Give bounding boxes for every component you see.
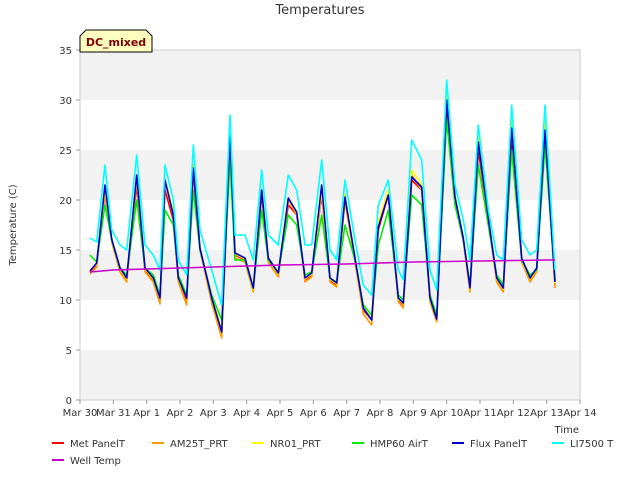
y-tick-label: 25	[59, 146, 72, 157]
site-badge: DC_mixed	[79, 29, 153, 53]
series-lines	[89, 79, 556, 339]
y-tick-label: 30	[59, 96, 72, 107]
legend-label-well-temp: Well Temp	[70, 456, 121, 467]
y-axis-ticks: 0 5 10 15 20 25 30 35	[59, 46, 80, 407]
legend-label-li7500-t: LI7500 T	[570, 439, 614, 450]
series-line-flux-panelt	[89, 99, 556, 333]
y-tick-label: 0	[66, 396, 72, 407]
x-tick-label: Apr 8	[367, 408, 394, 419]
y-axis-label: Temperature (C)	[8, 184, 19, 266]
y-tick-label: 15	[59, 246, 72, 257]
x-tick-label: Mar 30	[63, 408, 98, 419]
x-tick-label: Apr 2	[167, 408, 194, 419]
x-tick-label: Apr 11	[463, 408, 496, 419]
x-tick-label: Apr 7	[333, 408, 360, 419]
y-tick-label: 20	[59, 196, 72, 207]
x-tick-label: Apr 5	[267, 408, 294, 419]
x-tick-label: Apr 10	[430, 408, 463, 419]
plot-background-bands	[80, 50, 580, 400]
legend-label-met-panelt: Met PanelT	[70, 439, 126, 450]
x-tick-label: Apr 4	[233, 408, 260, 419]
legend-label-hmp60-airt: HMP60 AirT	[370, 439, 429, 450]
legend: Met PanelT AM25T_PRT NR01_PRT HMP60 AirT Flu…	[52, 439, 614, 467]
legend-label-flux-panelt: Flux PanelT	[470, 439, 528, 450]
site-badge-label: DC_mixed	[86, 36, 146, 49]
series-line-li7500-t	[89, 79, 556, 306]
chart-title: Temperatures	[274, 3, 364, 18]
series-line-well-temp	[89, 259, 555, 273]
legend-label-nr01-prt: NR01_PRT	[270, 439, 321, 450]
x-tick-label: Apr 3	[200, 408, 227, 419]
grid-band	[80, 350, 580, 400]
x-tick-label: Apr 12	[497, 408, 530, 419]
x-tick-label: Mar 31	[96, 408, 131, 419]
x-tick-label: Apr 13	[530, 408, 563, 419]
site-badge-box	[79, 29, 153, 53]
plot-area-frame	[79, 49, 581, 401]
y-tick-label: 10	[59, 296, 72, 307]
x-tick-label: Apr 9	[400, 408, 427, 419]
grid-band	[80, 50, 580, 100]
legend-label-am25t-prt: AM25T_PRT	[170, 439, 229, 450]
x-axis-label: Time	[554, 425, 579, 436]
y-tick-label: 35	[59, 46, 72, 57]
y-tick-label: 5	[66, 346, 72, 357]
x-tick-label: Apr 6	[300, 408, 327, 419]
x-tick-label: Apr 1	[133, 408, 160, 419]
grid-band	[80, 150, 580, 200]
x-tick-label: Apr 14	[563, 408, 596, 419]
